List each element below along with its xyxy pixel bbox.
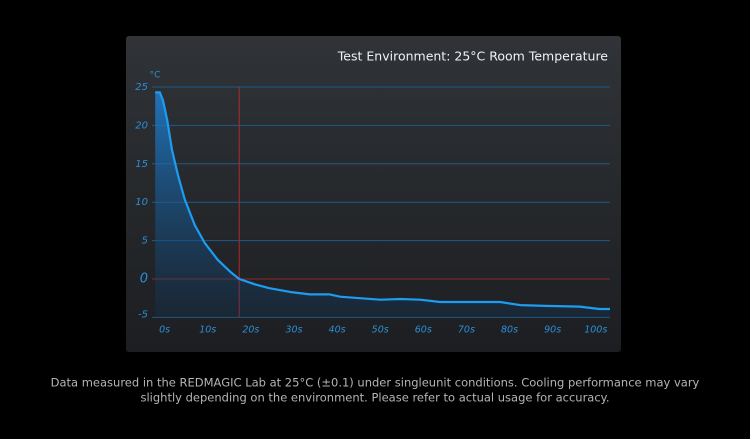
- chart-panel: [126, 36, 621, 352]
- x-tick-label: 80s: [501, 325, 518, 336]
- y-tick-label: 25: [135, 82, 148, 93]
- footnote: Data measured in the REDMAGIC Lab at 25°…: [51, 376, 700, 390]
- y-tick-label: -5: [138, 309, 148, 320]
- y-tick-label: 0: [140, 272, 148, 287]
- x-tick-label: 70s: [458, 325, 475, 336]
- y-tick-label: 20: [135, 120, 148, 131]
- x-tick-label: 60s: [415, 325, 432, 336]
- y-tick-label: 10: [135, 197, 148, 208]
- x-tick-label: 50s: [372, 325, 389, 336]
- x-tick-label: 40s: [329, 325, 346, 336]
- x-tick-label: 20s: [242, 325, 259, 336]
- y-tick-label: 15: [135, 159, 148, 170]
- y-tick-label: 5: [142, 236, 148, 247]
- x-tick-label: 10s: [199, 325, 216, 336]
- footnote: slightly depending on the environment. P…: [141, 391, 610, 405]
- x-tick-label: 0s: [159, 325, 170, 336]
- x-tick-label: 90s: [544, 325, 561, 336]
- x-tick-label: 30s: [285, 325, 302, 336]
- line: [155, 91, 610, 311]
- y-unit: °C: [150, 71, 161, 81]
- chart-title: Test Environment: 25°C Room Temperature: [337, 49, 609, 64]
- area: [155, 92, 610, 318]
- x-tick-label: 100s: [584, 325, 607, 336]
